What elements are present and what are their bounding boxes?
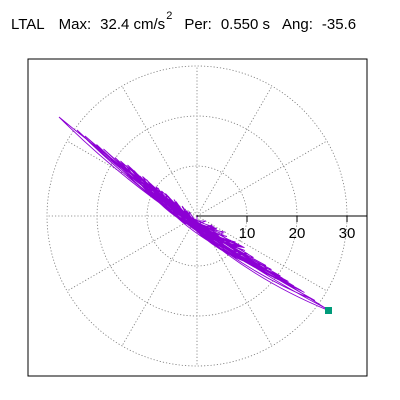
x-tick-label-10: 10 xyxy=(239,225,256,242)
grid-spoke-210 xyxy=(66,215,198,292)
grid-spoke-300 xyxy=(196,215,273,347)
motion-trace xyxy=(58,116,329,311)
grid-spoke-120 xyxy=(121,85,198,217)
station-code: LTAL xyxy=(11,16,45,33)
grid-spoke-150 xyxy=(66,140,198,217)
grid-spoke-30 xyxy=(196,140,328,217)
chart-header: LTAL Max: 32.4 cm/s 2 Per: 0.550 s Ang: … xyxy=(11,10,357,38)
angle-label: Ang: xyxy=(282,16,313,33)
plot-frame xyxy=(27,58,368,377)
grid-spoke-240 xyxy=(121,215,198,347)
end-point-marker xyxy=(325,307,332,314)
max-unit-exponent: 2 xyxy=(166,10,173,22)
grid-spoke-330 xyxy=(196,215,328,292)
period-value: 0.550 s xyxy=(220,16,271,33)
x-tick-label-30: 30 xyxy=(339,225,356,242)
x-tick-label-20: 20 xyxy=(289,225,306,242)
max-label: Max: xyxy=(58,16,92,33)
max-value: 32.4 cm/s xyxy=(100,16,166,33)
period-label: Per: xyxy=(184,16,212,33)
angle-value: -35.6 xyxy=(321,16,357,33)
grid-spoke-60 xyxy=(196,85,273,217)
